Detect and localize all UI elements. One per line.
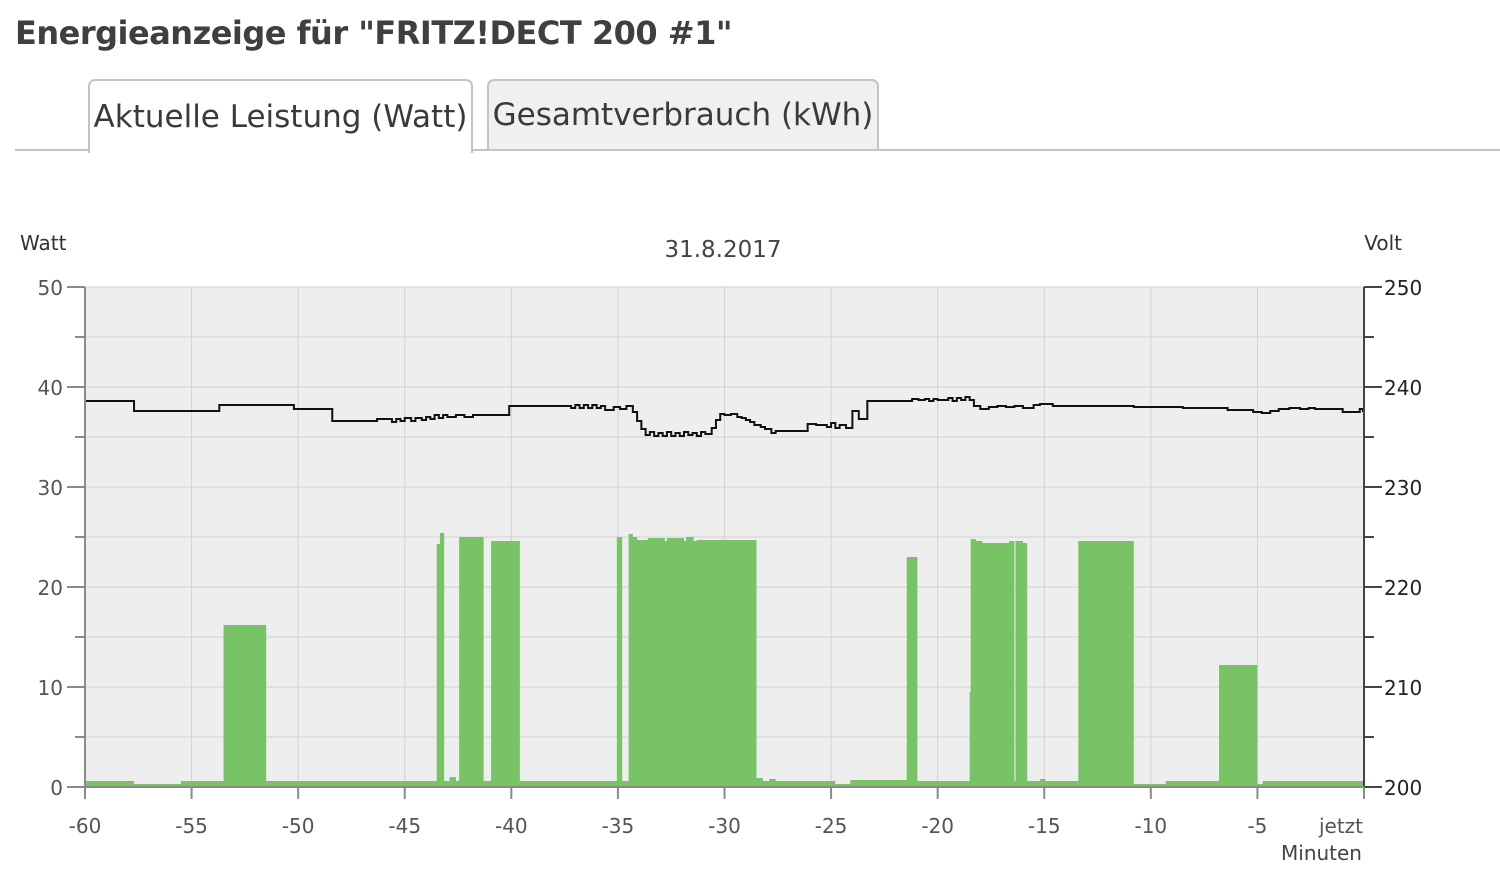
x-tick-label: -5 (1247, 814, 1267, 838)
x-tick-label: -20 (921, 814, 954, 838)
x-tick-label: -60 (69, 814, 102, 838)
right-tick-label: 240 (1384, 376, 1422, 400)
left-tick-label: 30 (38, 476, 63, 500)
voltage-line (85, 396, 1364, 437)
tabs-divider (15, 149, 1500, 151)
left-tick-label: 0 (50, 776, 63, 800)
left-tick-label: 20 (38, 576, 63, 600)
x-tick-label: -40 (495, 814, 528, 838)
right-tick-label: 200 (1384, 776, 1422, 800)
energy-chart: 0 10 20 30 40 50 200 210 220 230 240 250 -60 -55 -50 -4… (20, 231, 1422, 865)
right-tick-label: 250 (1384, 276, 1422, 300)
y2-axis-label: Volt (1364, 231, 1402, 255)
x-tick-label: -45 (388, 814, 421, 838)
x-tick-label: -25 (815, 814, 848, 838)
x-tick-label: -15 (1028, 814, 1061, 838)
x-tick-label: -50 (282, 814, 315, 838)
left-tick-label: 40 (38, 376, 63, 400)
page-title: Energieanzeige für "FRITZ!DECT 200 #1" (15, 14, 733, 52)
tab-total-consumption[interactable]: Gesamtverbrauch (kWh) (487, 79, 879, 149)
x-tick-label: -55 (175, 814, 208, 838)
y-axis-label: Watt (20, 231, 67, 255)
tab-current-power[interactable]: Aktuelle Leistung (Watt) (88, 79, 473, 153)
left-tick-label: 50 (38, 276, 63, 300)
x-tick-label: -30 (708, 814, 741, 838)
right-tick-label: 230 (1384, 476, 1422, 500)
x-tick-label: -10 (1134, 814, 1167, 838)
x-tick-label: -35 (602, 814, 635, 838)
power-area (85, 533, 1364, 787)
right-tick-label: 220 (1384, 576, 1422, 600)
x-axis-label: Minuten (1281, 841, 1362, 865)
right-tick-label: 210 (1384, 676, 1422, 700)
x-tick-label: jetzt (1318, 814, 1363, 838)
chart-title: 31.8.2017 (664, 237, 781, 263)
left-tick-label: 10 (38, 676, 63, 700)
